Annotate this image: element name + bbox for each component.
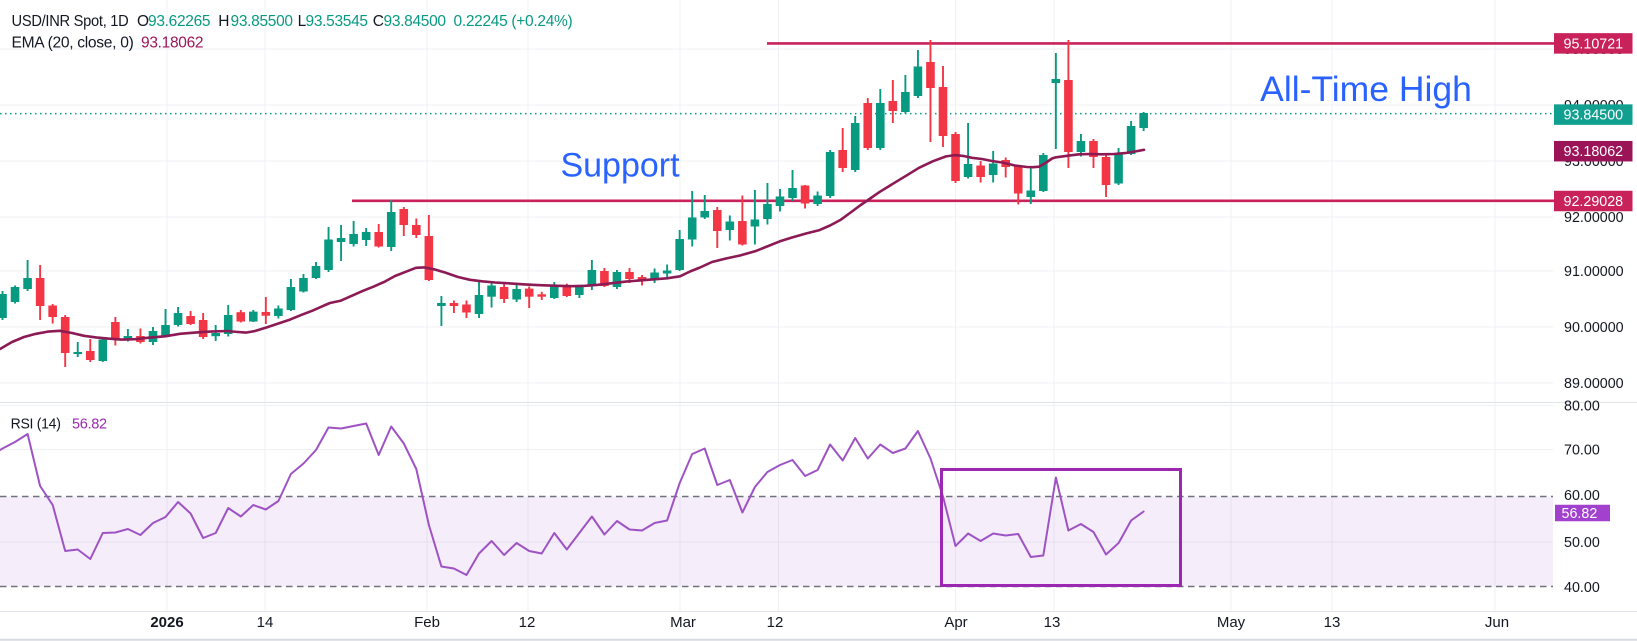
svg-text:93.84500: 93.84500 [384, 13, 447, 30]
svg-text:O: O [137, 13, 149, 30]
svg-text:91.00000: 91.00000 [1564, 264, 1624, 280]
svg-text:89.00000: 89.00000 [1564, 376, 1624, 392]
svg-text:RSI (14): RSI (14) [11, 417, 61, 433]
svg-text:12: 12 [767, 614, 784, 631]
svg-text:13: 13 [1324, 614, 1341, 631]
svg-text:Support: Support [560, 147, 680, 185]
svg-text:93.85500: 93.85500 [231, 13, 294, 30]
svg-text:70.00: 70.00 [1564, 443, 1600, 459]
svg-text:Feb: Feb [414, 614, 440, 631]
svg-text:Mar: Mar [670, 614, 696, 631]
svg-text:13: 13 [1044, 614, 1061, 631]
svg-text:40.00: 40.00 [1564, 580, 1600, 596]
svg-text:92.29028: 92.29028 [1564, 194, 1624, 210]
svg-text:93.18062: 93.18062 [141, 35, 203, 52]
svg-text:EMA (20, close, 0): EMA (20, close, 0) [12, 35, 134, 52]
svg-text:2026: 2026 [150, 614, 183, 631]
svg-text:95.10721: 95.10721 [1564, 36, 1624, 52]
svg-text:93.84500: 93.84500 [1564, 108, 1624, 124]
svg-text:H: H [218, 13, 229, 30]
svg-text:56.82: 56.82 [72, 417, 107, 433]
svg-text:Apr: Apr [944, 614, 967, 631]
svg-text:0.22245 (+0.24%): 0.22245 (+0.24%) [454, 13, 573, 30]
svg-text:May: May [1217, 614, 1246, 631]
svg-text:50.00: 50.00 [1564, 535, 1600, 551]
svg-text:80.00: 80.00 [1564, 399, 1600, 415]
svg-text:L: L [298, 13, 307, 30]
svg-text:12: 12 [519, 614, 536, 631]
svg-text:90.00000: 90.00000 [1564, 320, 1624, 336]
svg-text:60.00: 60.00 [1564, 488, 1600, 504]
svg-text:56.82: 56.82 [1562, 506, 1598, 522]
svg-text:93.62265: 93.62265 [148, 13, 210, 30]
svg-text:Jun: Jun [1485, 614, 1509, 631]
svg-text:USD/INR Spot, 1D: USD/INR Spot, 1D [12, 13, 129, 30]
svg-text:93.53545: 93.53545 [306, 13, 368, 30]
svg-text:93.18062: 93.18062 [1564, 144, 1624, 160]
svg-text:All-Time High: All-Time High [1260, 69, 1472, 109]
svg-text:14: 14 [257, 614, 274, 631]
svg-text:C: C [373, 13, 384, 30]
svg-text:92.00000: 92.00000 [1564, 210, 1624, 226]
